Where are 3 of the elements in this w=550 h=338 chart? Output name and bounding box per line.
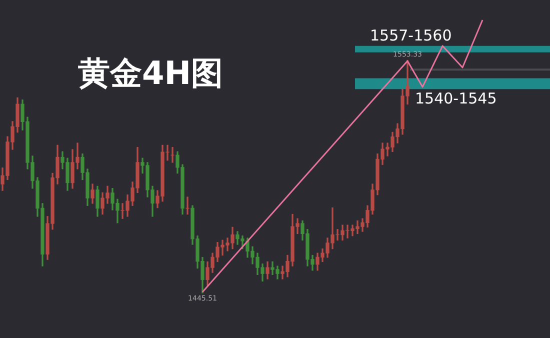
band-label: 1557-1560	[370, 26, 452, 44]
band-label: 1540-1545	[415, 89, 497, 108]
chart-title: 黄金4H图	[78, 53, 224, 94]
